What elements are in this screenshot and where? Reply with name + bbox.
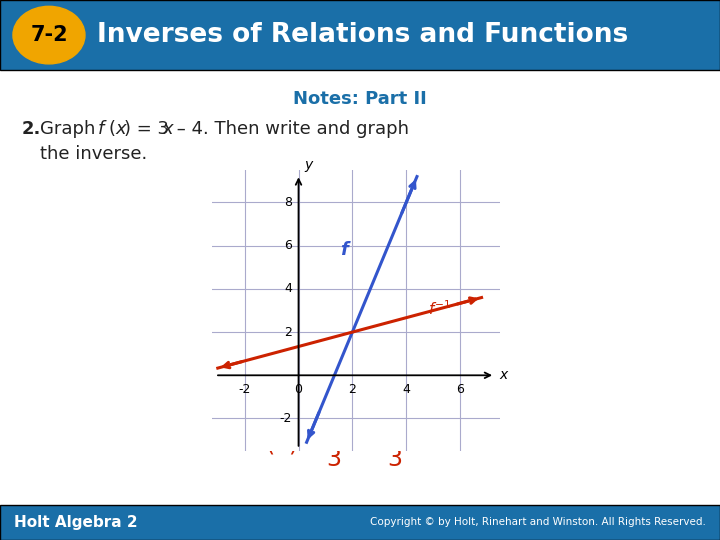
Text: -2: -2 <box>238 383 251 396</box>
Text: Holt Algebra 2: Holt Algebra 2 <box>14 515 138 530</box>
Text: $f^{-1}(x) = \dfrac{1}{3}x + \dfrac{4}{3}$: $f^{-1}(x) = \dfrac{1}{3}x + \dfrac{4}{3… <box>230 421 405 469</box>
Text: f: f <box>98 120 104 138</box>
Text: $f^{-1}$: $f^{-1}$ <box>428 299 451 318</box>
Ellipse shape <box>13 6 85 64</box>
Text: 0: 0 <box>294 383 302 396</box>
Text: – 4. Then write and graph: – 4. Then write and graph <box>171 120 409 138</box>
Text: Notes: Part II: Notes: Part II <box>293 90 427 108</box>
Text: 6: 6 <box>284 239 292 252</box>
Text: 4: 4 <box>284 282 292 295</box>
Text: 4: 4 <box>402 383 410 396</box>
Text: y: y <box>304 158 312 172</box>
Text: 7-2: 7-2 <box>30 25 68 45</box>
Text: 2.: 2. <box>22 120 41 138</box>
Text: Inverses of Relations and Functions: Inverses of Relations and Functions <box>97 22 629 48</box>
Text: 2: 2 <box>348 383 356 396</box>
Text: -2: -2 <box>279 412 292 425</box>
Text: ) = 3: ) = 3 <box>124 120 169 138</box>
Text: 8: 8 <box>284 196 292 209</box>
Text: x: x <box>499 368 508 382</box>
Text: the inverse.: the inverse. <box>40 145 148 163</box>
Text: 2: 2 <box>284 326 292 339</box>
Text: f: f <box>341 241 348 259</box>
Text: (: ( <box>108 120 115 138</box>
Text: x: x <box>115 120 125 138</box>
Text: 6: 6 <box>456 383 464 396</box>
Text: Graph: Graph <box>40 120 101 138</box>
FancyBboxPatch shape <box>0 505 720 540</box>
FancyBboxPatch shape <box>0 0 720 70</box>
Text: Copyright © by Holt, Rinehart and Winston. All Rights Reserved.: Copyright © by Holt, Rinehart and Winsto… <box>370 517 706 528</box>
Text: x: x <box>162 120 173 138</box>
